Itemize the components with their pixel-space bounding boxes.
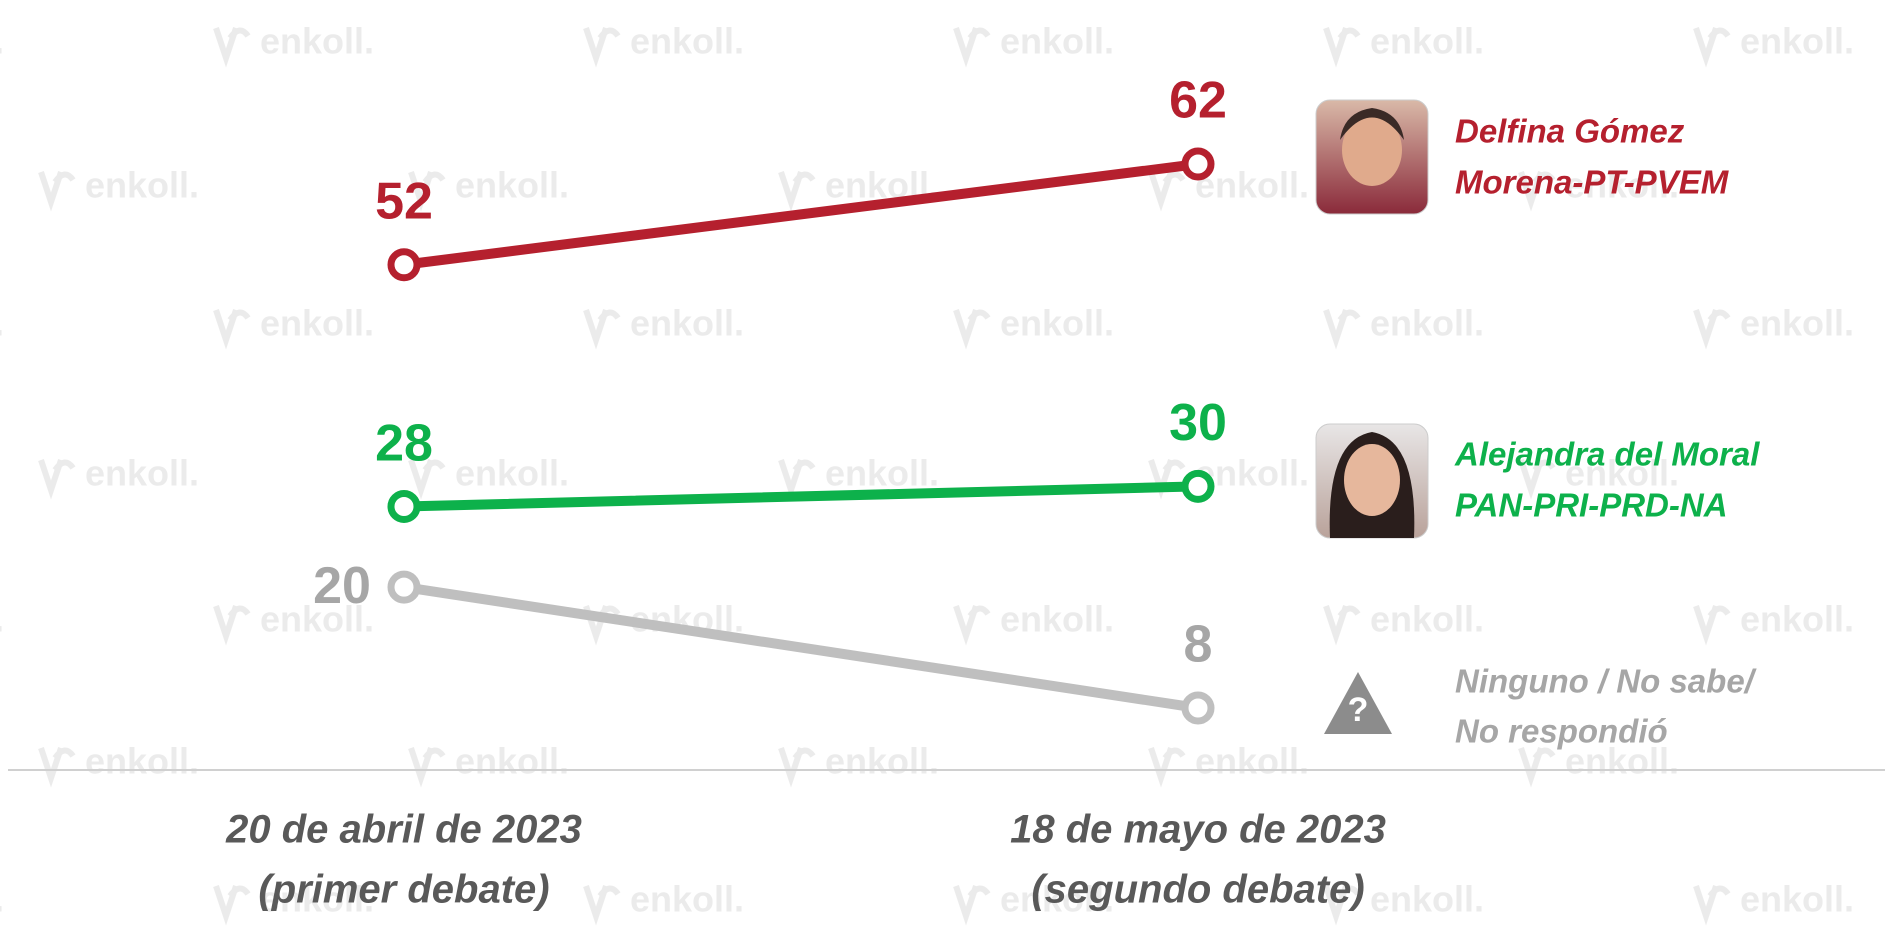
watermark-logo	[216, 28, 248, 58]
point	[1185, 695, 1211, 721]
watermark-logo	[586, 310, 618, 340]
x-tick-label: 18 de mayo de 2023	[1010, 808, 1386, 852]
watermark-logo	[781, 748, 813, 778]
watermark: enkoll.	[825, 453, 939, 494]
value-label: 62	[1169, 72, 1227, 130]
watermark-logo	[41, 748, 73, 778]
watermark-logo	[956, 310, 988, 340]
watermark: enkoll.	[1000, 303, 1114, 344]
watermark: enkoll.	[455, 165, 569, 206]
value-label: 28	[375, 414, 433, 472]
watermark: enkoll.	[1740, 599, 1854, 640]
watermark-logo	[1326, 310, 1358, 340]
watermark: enkoll.	[455, 453, 569, 494]
point	[391, 252, 417, 278]
watermark: enkoll.	[825, 741, 939, 782]
watermark: enkoll.	[85, 741, 199, 782]
photo	[1316, 100, 1428, 214]
watermark: enkoll.	[1000, 599, 1114, 640]
watermark: enkoll.	[630, 21, 744, 62]
watermark-logo	[216, 886, 248, 916]
value-label: 20	[313, 557, 371, 615]
watermark-logo	[956, 606, 988, 636]
watermark: enkoll.	[85, 453, 199, 494]
watermark: enkoll.	[630, 303, 744, 344]
watermark: enkoll.	[1740, 21, 1854, 62]
point	[391, 574, 417, 600]
watermark-logo	[1326, 606, 1358, 636]
unknown-icon: ?	[1324, 672, 1392, 734]
photo	[1316, 424, 1428, 538]
watermark: enkoll.	[0, 21, 4, 62]
watermark: enkoll.	[260, 21, 374, 62]
watermark: enkoll.	[455, 741, 569, 782]
watermark: enkoll.	[1740, 879, 1854, 920]
watermark-logo	[1151, 172, 1183, 202]
watermark-logo	[781, 172, 813, 202]
watermark: enkoll.	[630, 879, 744, 920]
x-tick-label: 20 de abril de 2023	[225, 808, 582, 852]
point	[391, 494, 417, 520]
value-label: 30	[1169, 394, 1227, 452]
legend-label: PAN-PRI-PRD-NA	[1455, 487, 1728, 524]
legend-label: Ninguno / No sabe/	[1455, 663, 1758, 700]
watermark-logo	[781, 460, 813, 490]
watermark-logo	[216, 310, 248, 340]
x-tick-note: (primer debate)	[258, 868, 549, 912]
watermark: enkoll.	[1740, 303, 1854, 344]
watermark-logo	[1326, 28, 1358, 58]
legend-label: No respondió	[1455, 713, 1668, 750]
watermark-logo	[956, 28, 988, 58]
x-tick-note: (segundo debate)	[1031, 868, 1364, 912]
watermark-logo	[1521, 748, 1553, 778]
legend-label: Delfina Gómez	[1455, 113, 1685, 150]
value-label: 8	[1184, 616, 1213, 674]
watermark-logo	[1696, 28, 1728, 58]
watermark: enkoll.	[260, 303, 374, 344]
watermark-logo	[586, 28, 618, 58]
watermark: enkoll.	[1370, 303, 1484, 344]
watermark-logo	[411, 748, 443, 778]
watermark-logo	[1151, 748, 1183, 778]
watermark: enkoll.	[1000, 21, 1114, 62]
legend-label: Alejandra del Moral	[1454, 436, 1760, 473]
watermark: enkoll.	[0, 879, 4, 920]
watermark: enkoll.	[85, 165, 199, 206]
chart: enkoll. enkoll. enkoll. enkoll. enkoll. enkol…	[0, 0, 1885, 930]
point	[1185, 473, 1211, 499]
watermark: enkoll.	[0, 303, 4, 344]
watermark-logo	[956, 886, 988, 916]
watermark-logo	[216, 606, 248, 636]
watermark-logo	[1696, 310, 1728, 340]
watermark-logo	[586, 886, 618, 916]
watermark-logo	[1696, 886, 1728, 916]
watermark: enkoll.	[1370, 879, 1484, 920]
icon-label: ?	[1348, 691, 1369, 729]
watermark: enkoll.	[0, 599, 4, 640]
watermark: enkoll.	[1370, 599, 1484, 640]
watermark-logo	[41, 460, 73, 490]
watermark-logo	[1696, 606, 1728, 636]
watermark-logo	[41, 172, 73, 202]
legend-label: Morena-PT-PVEM	[1455, 164, 1730, 201]
watermark: enkoll.	[1195, 741, 1309, 782]
point	[1185, 151, 1211, 177]
value-label: 52	[375, 172, 433, 230]
watermark: enkoll.	[1370, 21, 1484, 62]
